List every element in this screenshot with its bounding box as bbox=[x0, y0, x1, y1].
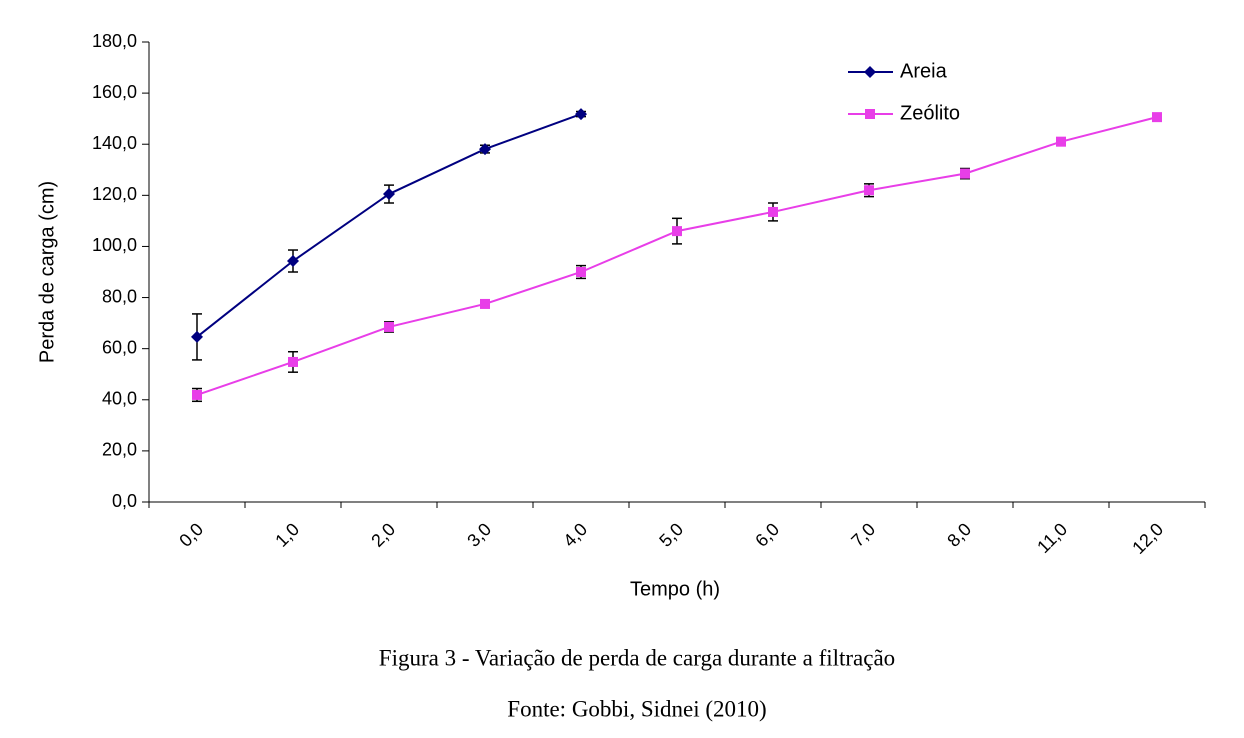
data-point bbox=[1152, 112, 1162, 123]
x-tick-label: 12,0 bbox=[1128, 519, 1167, 558]
x-tick-label: 0,0 bbox=[175, 519, 207, 551]
x-tick-label: 3,0 bbox=[463, 519, 495, 551]
y-tick-label: 80,0 bbox=[102, 286, 137, 306]
x-tick-label: 5,0 bbox=[655, 519, 687, 551]
data-point bbox=[479, 143, 491, 156]
y-tick-label: 0,0 bbox=[112, 491, 137, 511]
data-point bbox=[287, 255, 299, 268]
x-tick-label: 2,0 bbox=[367, 519, 399, 551]
data-point bbox=[480, 298, 490, 309]
x-tick-label: 6,0 bbox=[751, 519, 783, 551]
y-tick-label: 120,0 bbox=[92, 184, 137, 204]
data-point bbox=[864, 185, 874, 196]
data-point bbox=[960, 168, 970, 179]
data-point bbox=[288, 356, 298, 367]
caption: Figura 3 - Variação de perda de carga du… bbox=[379, 645, 895, 670]
legend-marker bbox=[864, 66, 876, 78]
legend-label: Areia bbox=[900, 60, 948, 82]
y-tick-label: 100,0 bbox=[92, 235, 137, 255]
y-tick-label: 140,0 bbox=[92, 133, 137, 153]
x-tick-label: 11,0 bbox=[1033, 519, 1071, 557]
x-tick-label: 8,0 bbox=[943, 519, 975, 551]
data-point bbox=[384, 321, 394, 332]
y-tick-label: 20,0 bbox=[102, 440, 137, 460]
data-point bbox=[191, 330, 203, 343]
legend-label: Zeólito bbox=[900, 102, 960, 124]
data-point bbox=[576, 267, 586, 277]
source: Fonte: Gobbi, Sidnei (2010) bbox=[507, 696, 766, 721]
data-point bbox=[1056, 136, 1066, 147]
y-tick-label: 180,0 bbox=[92, 31, 137, 51]
x-tick-label: 7,0 bbox=[847, 519, 879, 551]
y-axis-title: Perda de carga (cm) bbox=[36, 181, 58, 363]
x-tick-label: 4,0 bbox=[559, 519, 591, 551]
x-axis-title: Tempo (h) bbox=[630, 578, 720, 600]
data-point bbox=[575, 108, 587, 121]
data-point bbox=[672, 226, 682, 237]
y-tick-label: 160,0 bbox=[92, 82, 137, 102]
series-line bbox=[196, 113, 582, 338]
data-point bbox=[192, 389, 202, 400]
y-tick-label: 60,0 bbox=[102, 337, 137, 357]
legend-marker bbox=[865, 109, 875, 119]
x-tick-label: 1,0 bbox=[271, 519, 303, 551]
series-line bbox=[196, 116, 1158, 396]
data-point bbox=[383, 188, 395, 201]
y-tick-label: 40,0 bbox=[102, 389, 137, 409]
data-point bbox=[768, 206, 778, 217]
